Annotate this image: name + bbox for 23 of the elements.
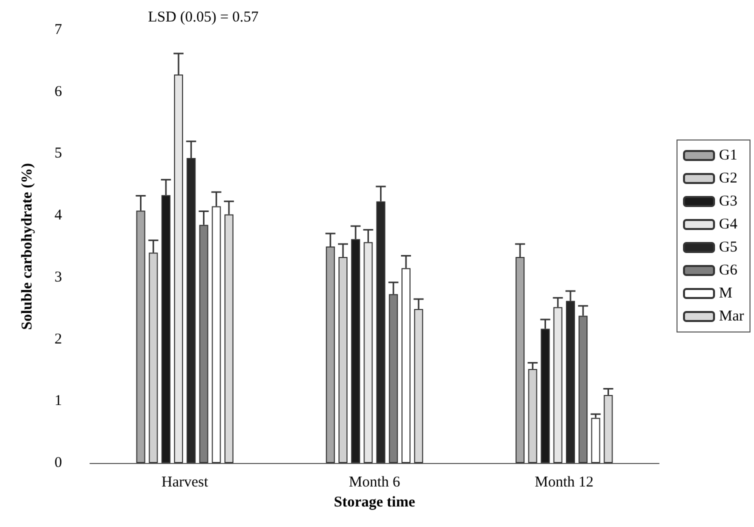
bar	[591, 418, 600, 463]
x-tick-label: Month 6	[348, 474, 401, 490]
legend-label: G4	[719, 216, 738, 232]
text: LSD (0.05) = 0.57	[148, 10, 260, 26]
legend-label: G6	[719, 262, 738, 278]
y-tick-label: 6	[54, 84, 62, 100]
x-axis-title: Storage time	[334, 494, 416, 510]
y-tick-label: 7	[54, 22, 62, 38]
legend-label: G1	[719, 148, 738, 164]
y-tick-label: 4	[54, 208, 62, 224]
x-tick-label: Month 12	[534, 474, 594, 490]
y-tick-label: 0	[54, 455, 62, 471]
y-tick-label: 3	[54, 269, 62, 286]
y-tick-label: 2	[54, 331, 62, 348]
legend-label: G2	[719, 170, 738, 186]
legend-label: G5	[719, 240, 738, 256]
y-tick-label: 1	[54, 393, 62, 410]
y-axis-title: Soluble carbohydrate (%)	[20, 163, 36, 330]
legend-label: G3	[719, 194, 738, 210]
y-tick-label: 5	[54, 146, 62, 162]
legend-label: Mar	[719, 308, 744, 324]
x-tick-label: Harvest	[162, 474, 209, 490]
legend-label: M	[719, 286, 732, 302]
